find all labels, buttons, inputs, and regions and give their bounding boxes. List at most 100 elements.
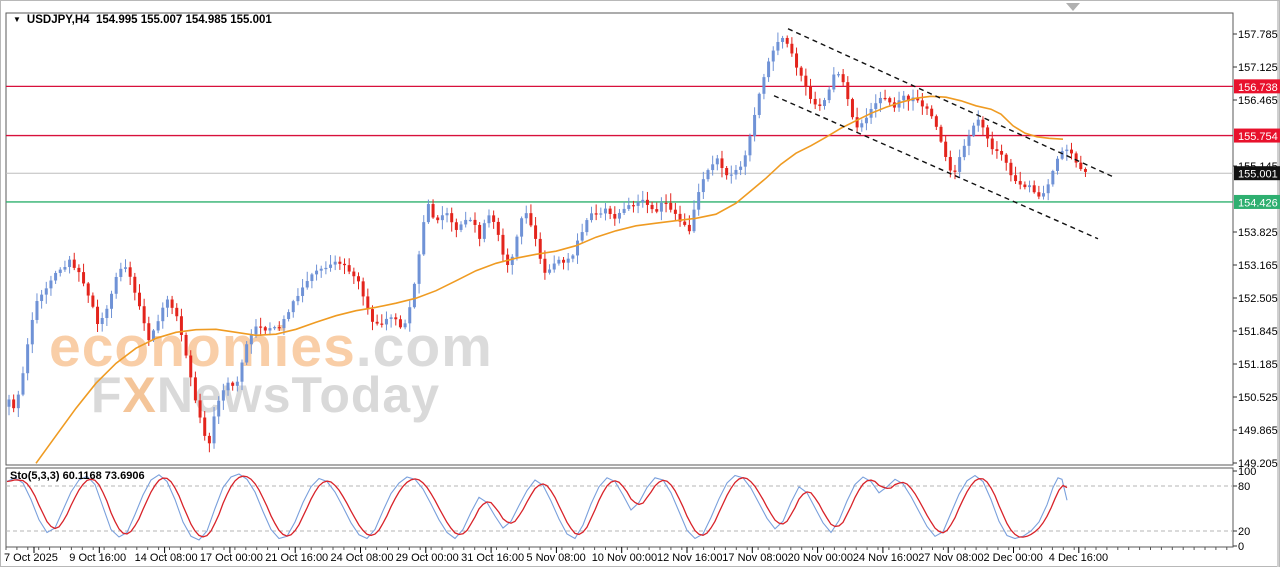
candle-body: [235, 381, 239, 386]
candle-body: [105, 308, 109, 319]
candle-body: [119, 268, 123, 277]
candle-body: [571, 255, 575, 259]
candle-body: [608, 208, 612, 214]
moving-average-line: [35, 95, 1064, 464]
candle-body: [524, 213, 528, 219]
candle-body: [1051, 170, 1055, 185]
candle-body: [68, 259, 72, 268]
trendline-upper[interactable]: [787, 28, 1114, 178]
candle-body: [1014, 175, 1018, 182]
candle-body: [776, 41, 780, 51]
time-axis-label: 27 Nov 08:00: [918, 552, 983, 564]
candle-body: [394, 317, 398, 320]
candle-body: [809, 86, 813, 99]
candle-body: [398, 319, 402, 328]
watermark: economies.com FXNewsToday: [49, 319, 493, 421]
candle-body: [40, 294, 44, 302]
time-axis-label: 24 Nov 16:00: [853, 552, 918, 564]
time-axis[interactable]: 7 Oct 2025 9 Oct 16:00 14 Oct 08:00 17 Oct …: [4, 547, 1228, 564]
candle-body: [207, 435, 211, 444]
candle-body: [669, 202, 673, 210]
candle-body: [114, 276, 118, 294]
candle-body: [538, 238, 542, 259]
candle-body: [846, 82, 850, 100]
candle-body: [673, 209, 677, 214]
price-badge: 154.426: [1234, 194, 1280, 209]
candle-body: [245, 344, 249, 363]
candle-body: [422, 222, 426, 255]
candle-body: [823, 100, 826, 107]
stoch-signal-value: 73.6906: [104, 470, 145, 482]
candle-body: [417, 254, 421, 284]
time-axis-label: 21 Oct 16:00: [265, 552, 328, 564]
candle-body: [1074, 153, 1078, 163]
symbol-dropdown-icon[interactable]: ▼: [13, 15, 21, 24]
candle-body: [687, 224, 691, 232]
candle-body: [329, 264, 333, 268]
candle-body: [967, 135, 971, 146]
candle-body: [259, 326, 263, 328]
candle-body: [436, 217, 440, 221]
candle-body: [529, 213, 533, 226]
candle-body: [91, 295, 95, 307]
candle-body: [319, 268, 323, 271]
chart-shift-marker-icon[interactable]: [1066, 3, 1080, 11]
stoch-k-line: [6, 473, 1068, 541]
candle-body: [305, 281, 309, 288]
candle-body: [785, 37, 789, 44]
candle-body: [445, 213, 449, 216]
price-badge-text: 154.426: [1238, 197, 1278, 209]
candle-body: [576, 240, 580, 256]
candle-body: [1065, 149, 1069, 152]
candle-body: [832, 74, 836, 90]
candle-body: [96, 306, 100, 325]
stoch-d-line: [6, 475, 1068, 538]
candle-body: [683, 221, 687, 225]
candles-group: [7, 32, 1087, 453]
candle-body: [813, 98, 817, 105]
candle-body: [1009, 162, 1013, 176]
candle-body: [77, 267, 81, 273]
candle-body: [902, 95, 906, 101]
candle-body: [63, 267, 67, 270]
price-axis-label: 153.825: [1238, 227, 1278, 239]
symbol-info-bar: ▼ USDJPY,H4 154.995 155.007 154.985 155.0…: [13, 14, 272, 26]
candle-body: [641, 199, 645, 203]
candle-body: [650, 204, 654, 210]
candle-body: [986, 127, 990, 139]
candle-body: [147, 323, 151, 341]
price-badge: 155.754: [1234, 128, 1280, 143]
candle-body: [692, 209, 696, 232]
candle-body: [389, 317, 393, 319]
candle-body: [888, 98, 892, 103]
candle-body: [273, 327, 277, 329]
candle-body: [1056, 158, 1059, 171]
price-axis-label: 152.505: [1238, 293, 1278, 305]
candle-body: [701, 179, 705, 193]
candle-body: [370, 309, 374, 322]
stoch-scale-label: 20: [1238, 526, 1250, 538]
candle-body: [450, 213, 454, 223]
candle-body: [156, 321, 160, 331]
candle-body: [734, 169, 738, 175]
candle-body: [1042, 193, 1046, 197]
candle-body: [12, 399, 16, 409]
candle-body: [333, 261, 337, 265]
candle-body: [165, 299, 169, 308]
candle-body: [510, 256, 514, 266]
candle-body: [54, 272, 58, 281]
candle-body: [548, 269, 552, 273]
candle-body: [30, 319, 34, 345]
candle-body: [21, 373, 25, 395]
candle-body: [720, 158, 724, 169]
candle-body: [1023, 184, 1027, 188]
candle-body: [958, 157, 962, 172]
price-axis[interactable]: 157.785157.125156.465155.145153.825153.1…: [1233, 29, 1280, 553]
stoch-panel[interactable]: [6, 473, 1233, 541]
price-badge: 156.738: [1234, 79, 1280, 94]
candle-body: [1079, 162, 1083, 170]
candle-body: [440, 215, 444, 221]
candle-body: [110, 293, 114, 309]
candle-body: [384, 318, 388, 325]
